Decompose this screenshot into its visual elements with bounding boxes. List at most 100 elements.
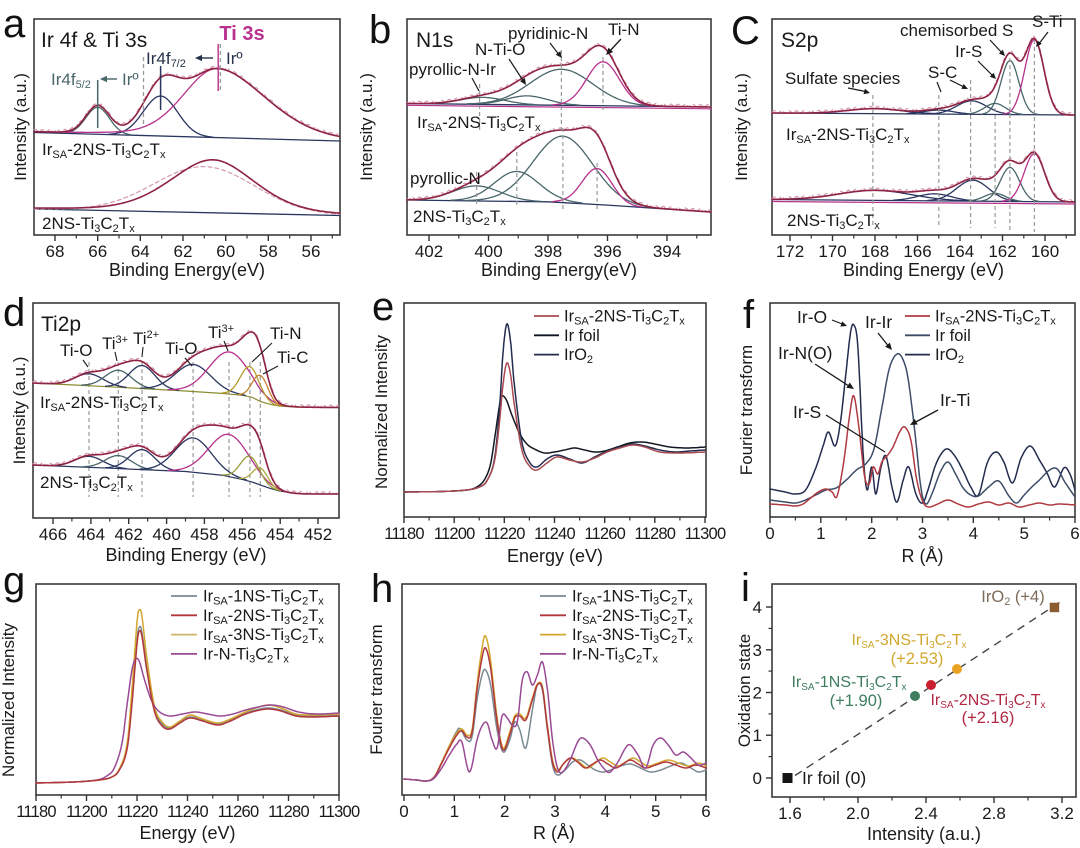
svg-text:Binding Energy(eV): Binding Energy(eV) bbox=[481, 260, 637, 280]
svg-text:56: 56 bbox=[302, 242, 321, 261]
svg-text:5: 5 bbox=[1019, 524, 1028, 543]
svg-text:b: b bbox=[369, 8, 391, 52]
svg-text:pyridinic-N: pyridinic-N bbox=[508, 24, 588, 43]
svg-text:IrSA-2NS-Ti3C2Tx: IrSA-2NS-Ti3C2Tx bbox=[203, 607, 324, 627]
svg-text:Normalized Intensity: Normalized Intensity bbox=[372, 335, 391, 490]
svg-text:pyrollic-N-Ir: pyrollic-N-Ir bbox=[409, 60, 496, 79]
svg-text:1: 1 bbox=[450, 802, 459, 821]
svg-text:IrSA-1NS-Ti3C2Tx: IrSA-1NS-Ti3C2Tx bbox=[572, 588, 693, 608]
svg-text:11200: 11200 bbox=[66, 803, 107, 821]
svg-text:11220: 11220 bbox=[117, 803, 158, 821]
svg-text:66: 66 bbox=[88, 242, 107, 261]
svg-text:3.2: 3.2 bbox=[1050, 804, 1074, 823]
svg-text:Intensity (a.u.): Intensity (a.u.) bbox=[732, 73, 751, 181]
svg-text:S2p: S2p bbox=[781, 29, 818, 52]
svg-text:IrSA-2NS-Ti3C2Tx: IrSA-2NS-Ti3C2Tx bbox=[930, 692, 1045, 711]
svg-text:1: 1 bbox=[753, 726, 762, 745]
svg-text:2NS-Ti3C2Tx: 2NS-Ti3C2Tx bbox=[42, 214, 135, 235]
svg-text:(+2.16): (+2.16) bbox=[962, 709, 1015, 727]
svg-text:IrSA-2NS-Ti3C2Tx: IrSA-2NS-Ti3C2Tx bbox=[935, 308, 1056, 328]
svg-text:168: 168 bbox=[861, 242, 889, 261]
svg-text:464: 464 bbox=[77, 525, 105, 544]
svg-text:IrSA-2NS-Ti3C2Tx: IrSA-2NS-Ti3C2Tx bbox=[564, 308, 685, 328]
svg-text:58: 58 bbox=[259, 242, 278, 261]
svg-text:IrSA-3NS-Ti3C2Tx: IrSA-3NS-Ti3C2Tx bbox=[851, 632, 966, 651]
svg-text:1: 1 bbox=[816, 524, 825, 543]
svg-text:11300: 11300 bbox=[685, 525, 726, 543]
svg-text:11300: 11300 bbox=[319, 803, 360, 821]
svg-text:6: 6 bbox=[1070, 524, 1079, 543]
svg-text:6: 6 bbox=[701, 802, 710, 821]
svg-text:4: 4 bbox=[601, 802, 610, 821]
svg-text:Oxidation state: Oxidation state bbox=[735, 634, 754, 747]
svg-text:IrO2 (+4): IrO2 (+4) bbox=[981, 588, 1044, 608]
svg-text:Ti2p: Ti2p bbox=[41, 313, 81, 336]
svg-text:2NS-Ti3C2Tx: 2NS-Ti3C2Tx bbox=[40, 473, 133, 494]
svg-text:11180: 11180 bbox=[384, 525, 424, 543]
svg-text:11240: 11240 bbox=[167, 803, 208, 821]
svg-text:chemisorbed S: chemisorbed S bbox=[900, 21, 1013, 40]
svg-text:462: 462 bbox=[115, 525, 143, 544]
svg-text:IrSA-3NS-Ti3C2Tx: IrSA-3NS-Ti3C2Tx bbox=[203, 626, 324, 646]
svg-text:IrSA-3NS-Ti3C2Tx: IrSA-3NS-Ti3C2Tx bbox=[572, 626, 693, 646]
svg-text:IrO2: IrO2 bbox=[564, 346, 593, 366]
svg-text:11200: 11200 bbox=[434, 525, 475, 543]
svg-text:172: 172 bbox=[776, 242, 804, 261]
svg-text:pyrollic-N: pyrollic-N bbox=[410, 169, 481, 188]
svg-text:11280: 11280 bbox=[268, 803, 309, 821]
svg-text:162: 162 bbox=[988, 242, 1016, 261]
svg-text:11280: 11280 bbox=[634, 525, 675, 543]
svg-text:60: 60 bbox=[216, 242, 235, 261]
svg-text:Ir-S: Ir-S bbox=[793, 402, 821, 422]
svg-text:a: a bbox=[3, 2, 26, 46]
svg-text:460: 460 bbox=[152, 525, 180, 544]
svg-text:3: 3 bbox=[753, 641, 762, 660]
svg-text:R (Å): R (Å) bbox=[902, 546, 944, 566]
svg-text:Binding Energy (eV): Binding Energy (eV) bbox=[843, 260, 1004, 280]
svg-text:Sulfate species: Sulfate species bbox=[785, 69, 900, 88]
svg-text:400: 400 bbox=[474, 242, 502, 261]
svg-text:2: 2 bbox=[753, 684, 762, 703]
svg-text:IrSA-2NS-Ti3C2Tx: IrSA-2NS-Ti3C2Tx bbox=[42, 140, 166, 161]
svg-text:d: d bbox=[3, 291, 25, 335]
svg-text:Intensity (a.u.): Intensity (a.u.) bbox=[357, 73, 376, 181]
svg-text:11260: 11260 bbox=[584, 525, 625, 543]
svg-text:466: 466 bbox=[39, 525, 67, 544]
svg-text:Energy (eV): Energy (eV) bbox=[507, 546, 603, 566]
svg-text:Ir foil: Ir foil bbox=[935, 327, 971, 345]
svg-text:164: 164 bbox=[946, 242, 974, 261]
svg-text:68: 68 bbox=[46, 242, 65, 261]
svg-text:2: 2 bbox=[867, 524, 876, 543]
svg-text:Irº: Irº bbox=[122, 70, 139, 89]
svg-text:N-Ti-O: N-Ti-O bbox=[475, 40, 525, 59]
svg-text:Ir 4f & Ti 3s: Ir 4f & Ti 3s bbox=[41, 29, 147, 52]
svg-text:Normalized Intensity: Normalized Intensity bbox=[0, 623, 18, 778]
svg-text:IrO2: IrO2 bbox=[935, 346, 964, 366]
svg-text:S-Ti: S-Ti bbox=[1032, 12, 1063, 31]
svg-text:IrSA-2NS-Ti3C2Tx: IrSA-2NS-Ti3C2Tx bbox=[417, 113, 541, 134]
svg-text:2: 2 bbox=[500, 802, 509, 821]
svg-text:458: 458 bbox=[190, 525, 218, 544]
svg-text:4: 4 bbox=[753, 598, 762, 617]
svg-text:394: 394 bbox=[653, 242, 681, 261]
svg-text:f: f bbox=[743, 293, 755, 337]
svg-text:Ir-Ir: Ir-Ir bbox=[865, 312, 892, 332]
svg-text:64: 64 bbox=[131, 242, 150, 261]
svg-text:e: e bbox=[372, 285, 394, 329]
svg-text:5: 5 bbox=[651, 802, 660, 821]
svg-text:IrSA-2NS-Ti3C2Tx: IrSA-2NS-Ti3C2Tx bbox=[40, 393, 164, 414]
svg-text:Fourier transform: Fourier transform bbox=[367, 624, 386, 754]
svg-text:Binding Energy(eV): Binding Energy(eV) bbox=[109, 260, 265, 280]
svg-text:456: 456 bbox=[228, 525, 256, 544]
svg-text:Ir-N-Ti3C2Tx: Ir-N-Ti3C2Tx bbox=[203, 645, 289, 665]
svg-text:S-C: S-C bbox=[928, 63, 957, 82]
svg-text:Intensity (a.u.): Intensity (a.u.) bbox=[11, 73, 30, 181]
svg-text:Ir-O: Ir-O bbox=[797, 307, 827, 327]
svg-text:454: 454 bbox=[266, 525, 294, 544]
svg-text:Ir-S: Ir-S bbox=[955, 42, 982, 61]
svg-text:62: 62 bbox=[174, 242, 193, 261]
svg-text:Ti-N: Ti-N bbox=[270, 324, 301, 343]
svg-text:398: 398 bbox=[534, 242, 562, 261]
svg-text:R (Å): R (Å) bbox=[533, 823, 575, 843]
svg-text:2.0: 2.0 bbox=[846, 804, 870, 823]
